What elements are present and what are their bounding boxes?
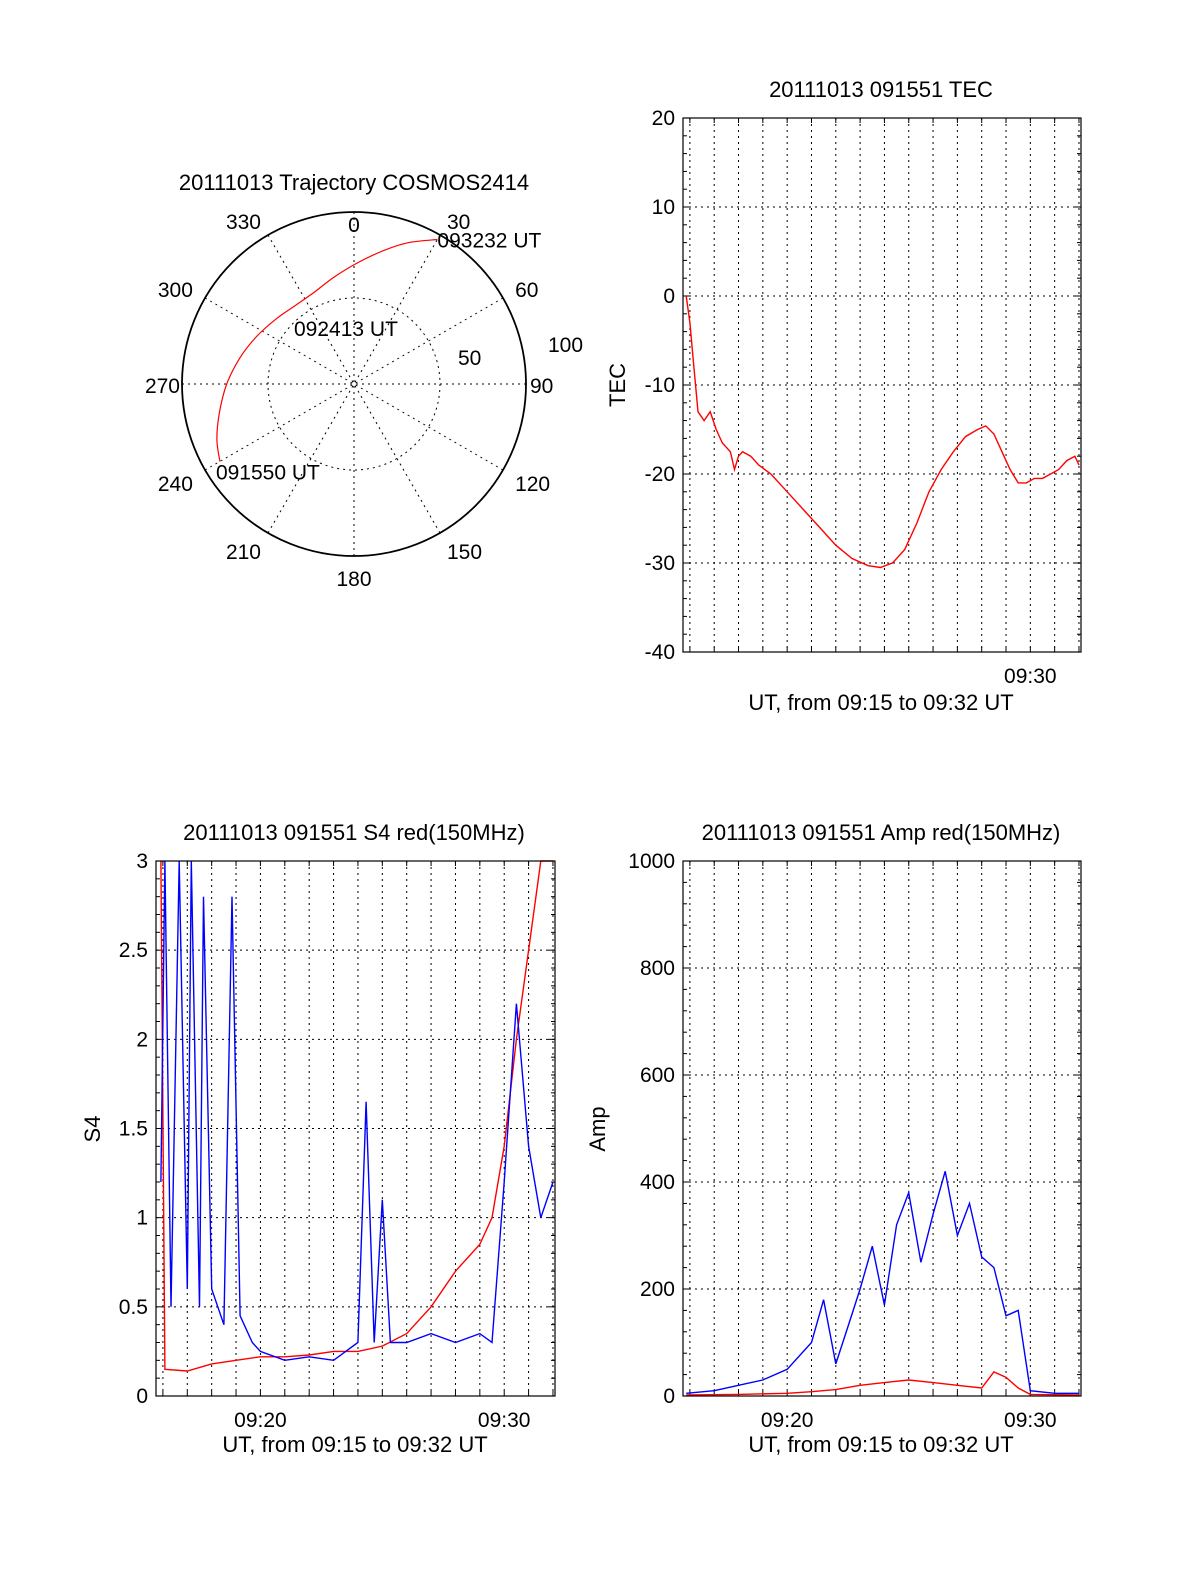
tec-y-ticks: 20 10 0 -10 -20 -30 -40 — [645, 107, 1081, 664]
tec-xlabel: UT, from 09:15 to 09:32 UT — [748, 690, 1013, 715]
polar-azimuth-label: 30 — [447, 211, 470, 234]
tec-ytick-label: -40 — [645, 641, 675, 664]
amp-plot: 20111013 091551 Amp red(150MHz) 0 200 400 6… — [585, 820, 1082, 1457]
tec-ytick-label: -10 — [645, 374, 675, 397]
trajectory-end-label: 093232 UT — [437, 230, 541, 253]
polar-azimuth-label: 180 — [336, 568, 371, 591]
s4-grid — [156, 861, 555, 1396]
trajectory-start-label: 091550 UT — [216, 461, 320, 484]
tec-frame — [682, 117, 1082, 653]
polar-grid — [181, 211, 527, 557]
polar-trajectory-plot: 20111013 Trajectory COSMOS2414 0 30 60 90 12… — [145, 170, 583, 591]
tec-series-line-0 — [685, 295, 1080, 569]
tec-plot: 20111013 091551 TEC 20 10 0 -10 -20 -30 -40 09… — [605, 77, 1082, 715]
polar-azimuth-label: 270 — [145, 375, 180, 398]
polar-azimuth-label: 210 — [226, 541, 261, 564]
tec-ytick-label: 0 — [663, 285, 675, 308]
amp-ytick-label: 0 — [663, 1385, 675, 1408]
amp-ytick-label: 200 — [640, 1278, 675, 1301]
s4-title: 20111013 091551 S4 red(150MHz) — [183, 820, 525, 845]
s4-ytick-label: 2.5 — [119, 939, 148, 962]
polar-azimuth-label: 150 — [447, 541, 482, 564]
s4-y-ticks: 0 0.5 1 1.5 2 2.5 3 — [119, 850, 555, 1408]
polar-radial-labels: 50 100 — [458, 334, 583, 370]
polar-azimuth-label: 90 — [530, 375, 553, 398]
polar-azimuth-label: 0 — [348, 214, 360, 237]
s4-ytick-label: 0 — [136, 1385, 148, 1408]
amp-xtick-label: 09:20 — [761, 1409, 814, 1432]
s4-xtick-label: 09:30 — [478, 1409, 531, 1432]
tec-xtick-label: 09:30 — [1004, 665, 1057, 688]
amp-frame — [682, 860, 1082, 1397]
polar-azimuth-labels: 0 30 60 90 120 150 180 210 240 270 300 330 — [145, 211, 553, 591]
s4-series-line-0 — [160, 860, 553, 1372]
s4-ytick-label: 1.5 — [119, 1118, 148, 1141]
amp-xtick-label: 09:30 — [1004, 1409, 1057, 1432]
polar-azimuth-label: 300 — [158, 279, 193, 302]
amp-x-ticks: 09:20 09:30 — [689, 861, 1080, 1432]
amp-ylabel: Amp — [585, 1106, 610, 1151]
amp-ytick-label: 400 — [640, 1171, 675, 1194]
s4-ylabel: S4 — [80, 1116, 105, 1143]
s4-frame — [155, 860, 556, 1397]
amp-title: 20111013 091551 Amp red(150MHz) — [702, 820, 1061, 845]
amp-series — [686, 1171, 1080, 1396]
tec-grid — [683, 118, 1081, 652]
tec-ylabel: TEC — [605, 363, 630, 407]
amp-series-line-0 — [686, 1171, 1079, 1394]
polar-radial-label-50: 50 — [458, 347, 481, 370]
amp-ytick-label: 600 — [640, 1064, 675, 1087]
s4-series — [160, 860, 554, 1372]
polar-radial-label-100: 100 — [548, 334, 583, 357]
tec-title: 20111013 091551 TEC — [769, 77, 993, 102]
s4-xlabel: UT, from 09:15 to 09:32 UT — [222, 1432, 487, 1457]
s4-ytick-label: 0.5 — [119, 1296, 148, 1319]
tec-x-ticks: 09:30 — [689, 118, 1080, 688]
s4-plot: 20111013 091551 S4 red(150MHz) 0 0.5 1 1.5 2… — [80, 820, 556, 1457]
amp-ytick-label: 800 — [640, 957, 675, 980]
amp-ytick-label: 1000 — [628, 850, 675, 873]
trajectory-line — [216, 238, 438, 462]
s4-ytick-label: 2 — [136, 1028, 148, 1051]
amp-xlabel: UT, from 09:15 to 09:32 UT — [748, 1432, 1013, 1457]
s4-x-ticks: 09:20 09:30 — [162, 861, 554, 1432]
s4-series-line-1 — [160, 860, 554, 1362]
s4-ytick-label: 3 — [136, 850, 148, 873]
polar-azimuth-label: 60 — [515, 279, 538, 302]
tec-ytick-label: 10 — [652, 196, 675, 219]
tec-ytick-label: -20 — [645, 463, 675, 486]
s4-ytick-label: 1 — [136, 1207, 148, 1230]
polar-azimuth-label: 120 — [515, 473, 550, 496]
tec-series — [685, 295, 1080, 569]
polar-title: 20111013 Trajectory COSMOS2414 — [179, 170, 529, 195]
tec-ytick-label: -30 — [645, 552, 675, 575]
polar-azimuth-label: 330 — [226, 211, 261, 234]
trajectory-mid-label: 092413 UT — [294, 318, 398, 341]
amp-y-ticks: 0 200 400 600 800 1000 — [628, 850, 1081, 1408]
amp-grid — [683, 861, 1081, 1396]
amp-series-line-1 — [686, 1371, 1080, 1396]
tec-ytick-label: 20 — [652, 107, 675, 130]
polar-azimuth-label: 240 — [158, 473, 193, 496]
s4-xtick-label: 09:20 — [234, 1409, 287, 1432]
